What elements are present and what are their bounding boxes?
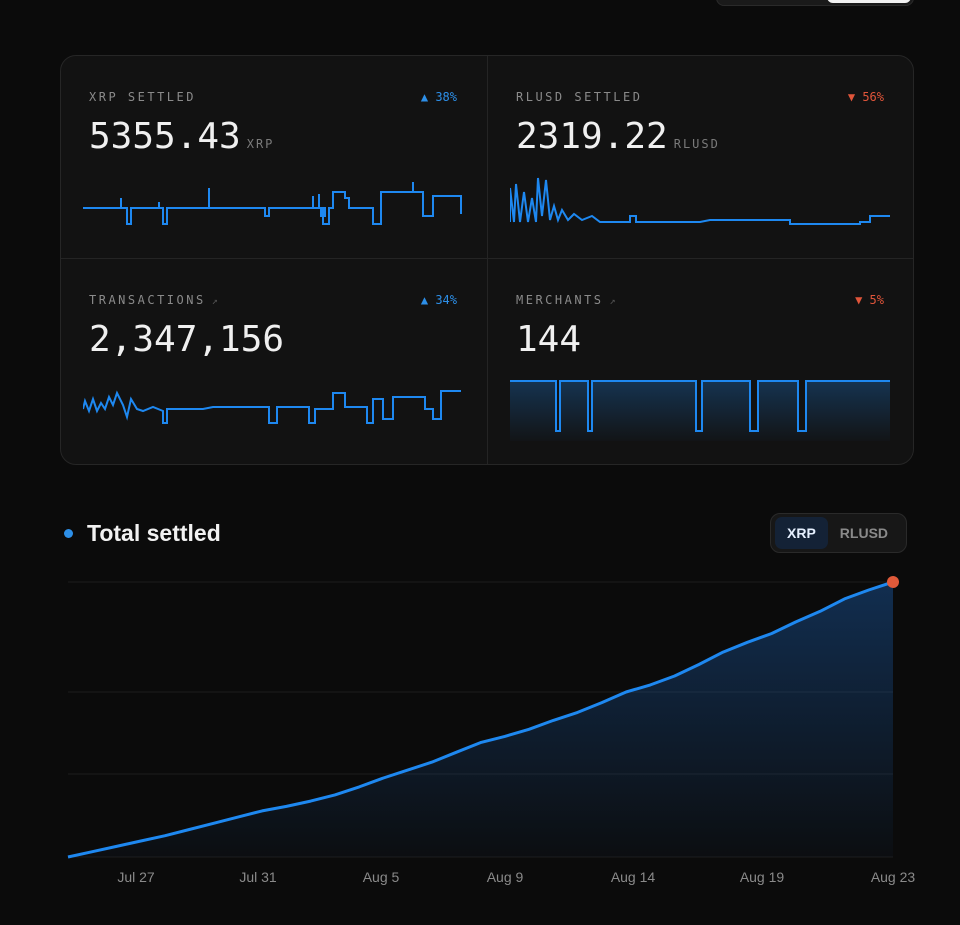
- chart-line: [67, 580, 894, 859]
- stats-card: XRP SETTLED ▲ 38% 5355.43 XRP RLUSD SETTL…: [60, 55, 914, 465]
- x-tick-label: Jul 31: [239, 869, 277, 885]
- top-toggle[interactable]: [716, 0, 914, 6]
- section-title: Total settled: [87, 520, 221, 546]
- xrp-sparkline: [83, 182, 462, 225]
- toggle-rlusd-button[interactable]: RLUSD: [828, 517, 900, 549]
- toggle-xrp-button[interactable]: XRP: [775, 517, 828, 549]
- stat-xrp-settled: XRP SETTLED ▲ 38% 5355.43 XRP: [61, 56, 487, 258]
- x-tick-label: Aug 9: [487, 869, 524, 885]
- stat-delta: ▼ 56%: [847, 90, 884, 104]
- x-tick-label: Jul 27: [117, 869, 155, 885]
- stat-value: 2,347,156: [89, 319, 285, 360]
- stat-merchants: MERCHANTS ↗ ▼ 5% 144: [488, 259, 913, 461]
- total-settled-chart: Jul 27 Jul 31 Aug 5 Aug 9 Aug 14 Aug 19 Aug 23: [67, 576, 915, 885]
- stat-delta: ▲ 38%: [420, 90, 457, 104]
- divider-vertical: [487, 56, 488, 464]
- chart-end-marker[interactable]: [887, 576, 899, 588]
- external-link-icon[interactable]: ↗: [609, 296, 616, 307]
- series-dot-icon: [64, 529, 73, 538]
- stat-label: XRP SETTLED: [89, 90, 196, 104]
- chart-area: [68, 582, 893, 857]
- merchants-sparkline: [510, 380, 890, 441]
- stat-value: 144: [516, 319, 582, 360]
- stat-value: 5355.43 XRP: [89, 116, 275, 157]
- stat-rlusd-settled: RLUSD SETTLED ▼ 56% 2319.22 RLUSD: [488, 56, 913, 258]
- stat-delta: ▼ 5%: [855, 293, 884, 307]
- stat-delta: ▲ 34%: [420, 293, 457, 307]
- x-tick-label: Aug 19: [740, 869, 785, 885]
- divider-horizontal: [61, 258, 913, 259]
- stat-transactions: TRANSACTIONS ↗ ▲ 34% 2,347,156: [61, 259, 487, 461]
- external-link-icon[interactable]: ↗: [211, 296, 218, 307]
- top-toggle-knob[interactable]: [827, 0, 911, 3]
- x-tick-label: Aug 5: [363, 869, 400, 885]
- x-tick-label: Aug 23: [871, 869, 916, 885]
- stat-label: TRANSACTIONS ↗: [89, 293, 218, 307]
- transactions-sparkline: [83, 390, 461, 424]
- stat-unit: XRP: [246, 137, 275, 151]
- rlusd-sparkline: [510, 177, 890, 225]
- section-header: Total settled: [64, 520, 221, 547]
- x-tick-label: Aug 14: [611, 869, 656, 885]
- stat-unit: RLUSD: [673, 137, 720, 151]
- stat-label: RLUSD SETTLED: [516, 90, 643, 104]
- x-axis-ticks: Jul 27 Jul 31 Aug 5 Aug 9 Aug 14 Aug 19 Aug 23: [117, 869, 915, 885]
- currency-toggle[interactable]: XRP RLUSD: [770, 513, 907, 553]
- stat-label: MERCHANTS ↗: [516, 293, 616, 307]
- stat-value: 2319.22 RLUSD: [516, 116, 720, 157]
